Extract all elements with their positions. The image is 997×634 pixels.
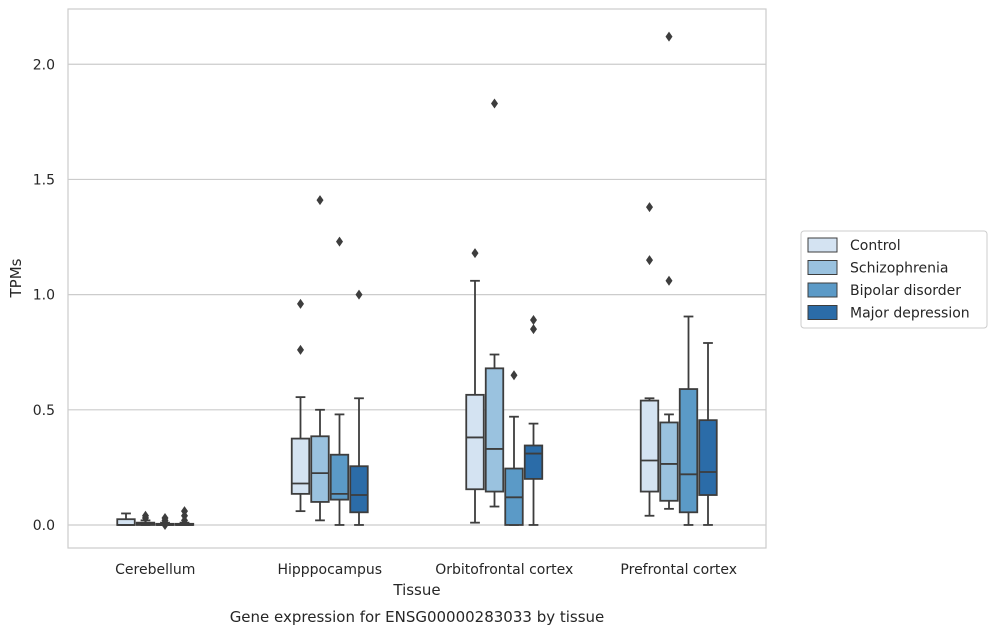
legend-swatch (807, 260, 838, 275)
box-iqr (639, 399, 660, 493)
outlier-point (646, 255, 653, 266)
box-plot (698, 342, 718, 526)
outlier-point (530, 314, 537, 325)
box-iqr (659, 421, 679, 502)
x-tick-label: Prefrontal cortex (620, 562, 737, 578)
outlier-point (665, 275, 673, 286)
box-iqr (523, 444, 544, 480)
box-plot (484, 98, 505, 508)
x-tick-label: Hipppocampus (277, 562, 382, 578)
box-plot (290, 298, 311, 513)
x-axis-title: Tissue (392, 581, 440, 599)
outlier-point (161, 513, 169, 524)
y-axis-title: TPMs (7, 258, 25, 298)
box-plot (174, 506, 195, 526)
outlier-point (316, 195, 324, 206)
outlier-point (510, 370, 518, 381)
box-plot (135, 510, 156, 526)
legend-swatch (807, 237, 838, 253)
box-plot (465, 248, 485, 524)
legend-frame (800, 230, 988, 329)
outlier-point (355, 289, 363, 300)
x-tick-label: Orbitofrontal cortex (435, 562, 573, 578)
legend-swatch (807, 305, 838, 320)
box-iqr (290, 437, 311, 495)
box-iqr (465, 393, 485, 491)
plot-frame (67, 8, 767, 549)
box-iqr (484, 367, 505, 493)
legend-label: Bipolar disorder (850, 283, 961, 299)
chart-caption: Gene expression for ENSG00000283033 by t… (230, 608, 605, 626)
x-tick-labels: Cerebellum Hipppocampus Orbitofrontal cort… (115, 562, 737, 578)
box-iqr (698, 419, 718, 496)
box-plot (659, 31, 679, 510)
box-plots (116, 31, 718, 530)
legend-label: Major depression (850, 306, 970, 322)
outlier-point (181, 506, 188, 517)
outlier-point (665, 31, 673, 42)
legend-label: Schizophrenia (850, 261, 948, 277)
box-iqr (349, 465, 369, 514)
outlier-point (336, 236, 343, 247)
outlier-point (646, 202, 653, 213)
box-plot (639, 202, 660, 517)
box-plot (504, 370, 524, 526)
box-plot (349, 289, 369, 526)
box-plot (329, 236, 350, 526)
y-tick-label: 1.0 (33, 288, 55, 304)
y-tick-labels: 0.0 0.5 1.0 1.5 2.0 (33, 57, 55, 534)
legend-swatch (807, 282, 838, 298)
y-tick-label: 0.0 (33, 518, 55, 534)
outlier-point (491, 98, 498, 109)
outlier-point (471, 248, 479, 259)
legend-label: Control (850, 238, 901, 254)
box-plot (155, 513, 175, 530)
box-plot (678, 315, 699, 526)
box-iqr (310, 435, 330, 503)
x-tick-label: Cerebellum (115, 562, 195, 578)
box-iqr (678, 388, 699, 514)
outlier-point (297, 298, 304, 309)
outlier-point (530, 324, 537, 335)
y-tick-label: 1.5 (33, 172, 55, 188)
box-iqr (329, 453, 350, 501)
box-plot (116, 512, 136, 526)
y-tick-label: 0.5 (33, 403, 55, 419)
box-plot (310, 195, 330, 522)
box-plot (523, 314, 544, 526)
legend: Control Schizophrenia Bipolar disorder Majo… (800, 230, 988, 329)
outlier-point (142, 510, 149, 521)
outlier-point (297, 344, 304, 355)
y-tick-label: 2.0 (33, 57, 55, 73)
